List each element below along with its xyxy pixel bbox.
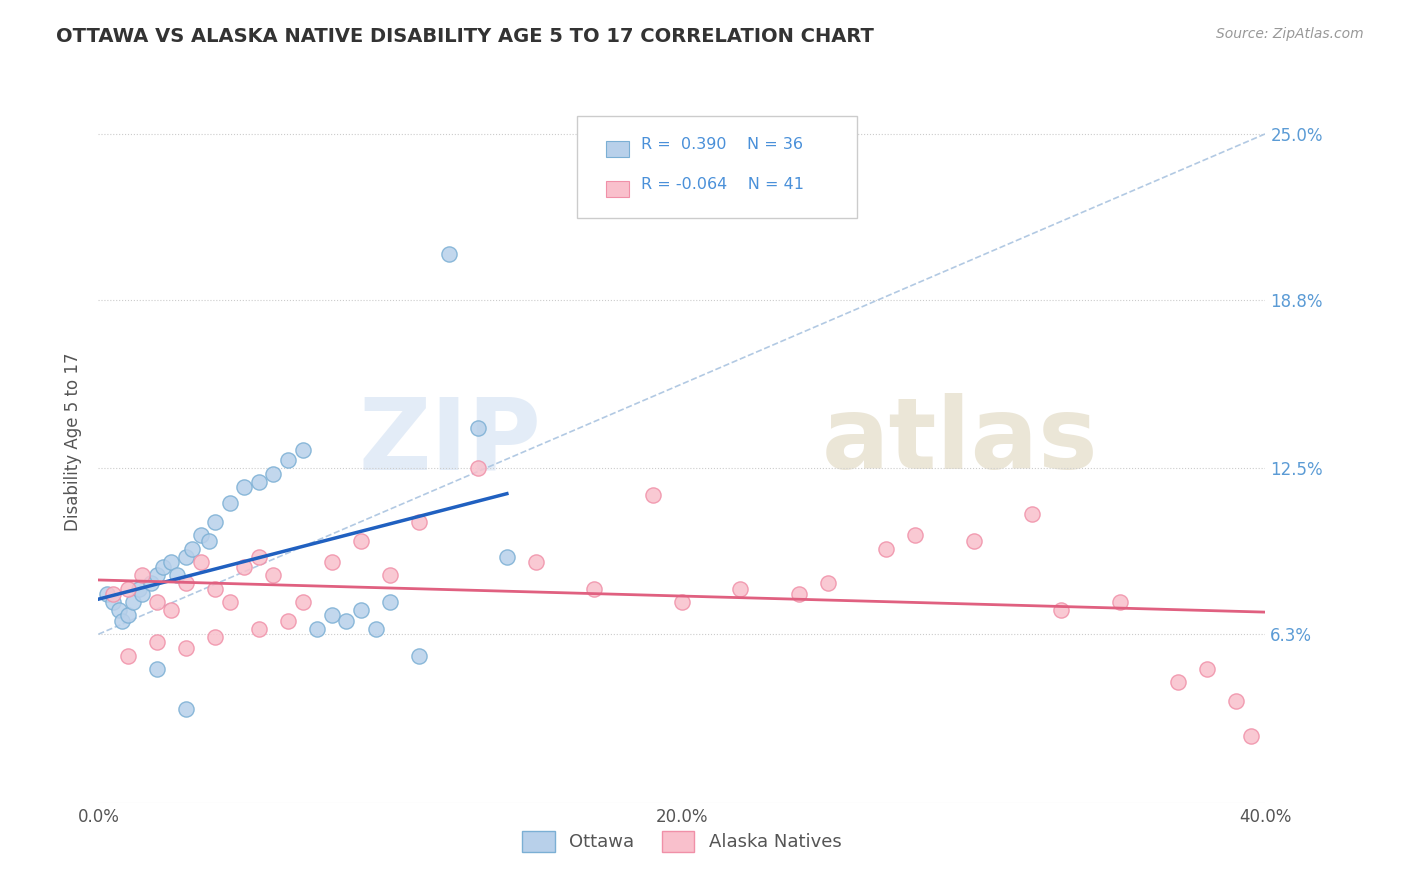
Point bbox=[160, 603, 183, 617]
Point bbox=[671, 595, 693, 609]
Point bbox=[335, 614, 357, 628]
Point bbox=[139, 576, 162, 591]
Point bbox=[233, 560, 256, 574]
Point bbox=[364, 622, 387, 636]
Point bbox=[467, 421, 489, 435]
Point bbox=[277, 453, 299, 467]
Point bbox=[101, 595, 124, 609]
Point bbox=[131, 568, 153, 582]
Point bbox=[321, 555, 343, 569]
Point bbox=[962, 533, 984, 548]
Point bbox=[408, 648, 430, 663]
Text: R = -0.064    N = 41: R = -0.064 N = 41 bbox=[641, 177, 804, 192]
Point bbox=[380, 568, 402, 582]
Point bbox=[247, 622, 270, 636]
Point bbox=[524, 555, 547, 569]
Point bbox=[146, 568, 169, 582]
Point bbox=[787, 587, 810, 601]
Point bbox=[198, 533, 221, 548]
Text: OTTAWA VS ALASKA NATIVE DISABILITY AGE 5 TO 17 CORRELATION CHART: OTTAWA VS ALASKA NATIVE DISABILITY AGE 5… bbox=[56, 27, 875, 45]
Point bbox=[291, 595, 314, 609]
Point bbox=[174, 640, 197, 655]
Text: Source: ZipAtlas.com: Source: ZipAtlas.com bbox=[1216, 27, 1364, 41]
Point bbox=[1240, 729, 1263, 743]
Point bbox=[128, 582, 150, 596]
Point bbox=[160, 555, 183, 569]
Point bbox=[204, 630, 226, 644]
Text: R =  0.390    N = 36: R = 0.390 N = 36 bbox=[641, 137, 803, 152]
Bar bbox=[606, 141, 628, 157]
Point bbox=[146, 662, 169, 676]
Text: ZIP: ZIP bbox=[359, 393, 541, 490]
Point bbox=[291, 442, 314, 457]
Legend: Ottawa, Alaska Natives: Ottawa, Alaska Natives bbox=[515, 823, 849, 859]
FancyBboxPatch shape bbox=[576, 117, 856, 218]
Point bbox=[583, 582, 606, 596]
Point bbox=[174, 576, 197, 591]
Point bbox=[247, 549, 270, 564]
Point bbox=[875, 541, 897, 556]
Point bbox=[1021, 507, 1043, 521]
Y-axis label: Disability Age 5 to 17: Disability Age 5 to 17 bbox=[65, 352, 83, 531]
Point bbox=[166, 568, 188, 582]
Point bbox=[117, 608, 139, 623]
Point bbox=[1225, 694, 1247, 708]
Point bbox=[233, 480, 256, 494]
Point bbox=[117, 648, 139, 663]
Point bbox=[1108, 595, 1130, 609]
Point bbox=[218, 496, 240, 510]
Point bbox=[904, 528, 927, 542]
Point bbox=[496, 549, 519, 564]
Point bbox=[190, 555, 212, 569]
Point bbox=[350, 603, 373, 617]
Point bbox=[263, 568, 285, 582]
Point bbox=[641, 488, 664, 502]
Point bbox=[277, 614, 299, 628]
Point bbox=[263, 467, 285, 481]
Point bbox=[350, 533, 373, 548]
Point bbox=[1197, 662, 1219, 676]
Point bbox=[467, 461, 489, 475]
Point bbox=[174, 549, 197, 564]
Point bbox=[218, 595, 240, 609]
Point bbox=[1167, 675, 1189, 690]
Point bbox=[180, 541, 202, 556]
Point bbox=[408, 515, 430, 529]
Point bbox=[437, 247, 460, 261]
Point bbox=[108, 603, 131, 617]
Point bbox=[111, 614, 134, 628]
Point bbox=[96, 587, 118, 601]
Point bbox=[152, 560, 174, 574]
Point bbox=[380, 595, 402, 609]
Point bbox=[204, 582, 226, 596]
Point bbox=[122, 595, 145, 609]
Point bbox=[307, 622, 329, 636]
Point bbox=[146, 635, 169, 649]
Point bbox=[817, 576, 839, 591]
Point bbox=[174, 702, 197, 716]
Point bbox=[204, 515, 226, 529]
Point bbox=[117, 582, 139, 596]
Point bbox=[190, 528, 212, 542]
Point bbox=[131, 587, 153, 601]
Point bbox=[101, 587, 124, 601]
Text: atlas: atlas bbox=[823, 393, 1098, 490]
Point bbox=[730, 582, 752, 596]
Bar bbox=[606, 181, 628, 196]
Point bbox=[146, 595, 169, 609]
Point bbox=[1050, 603, 1073, 617]
Point bbox=[321, 608, 343, 623]
Point bbox=[247, 475, 270, 489]
